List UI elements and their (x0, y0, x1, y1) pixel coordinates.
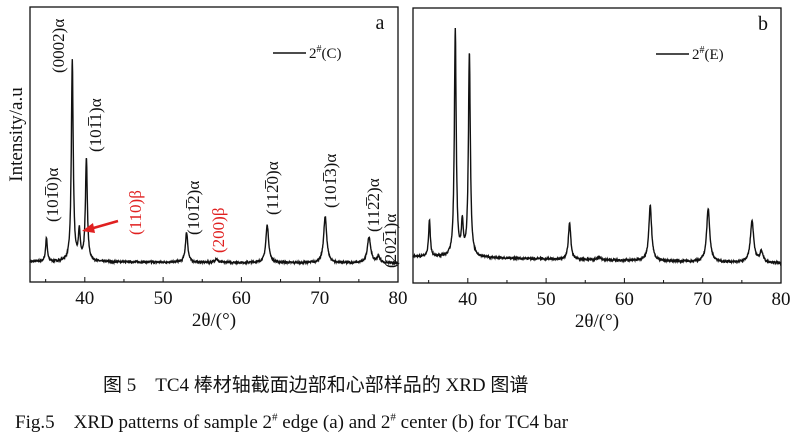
y-axis-label: Intensity/a.u (6, 87, 27, 182)
x-axis-label: 2θ/(°) (575, 311, 619, 332)
x-tick-label: 60 (232, 288, 251, 309)
peak-annotation: (110)β (126, 190, 145, 235)
red-arrow (82, 219, 119, 233)
x-tick-label: 70 (310, 288, 329, 309)
peak-annotation: (101̅1)α (86, 98, 105, 152)
series-line (29, 59, 399, 266)
legend-label: 2#(E) (692, 45, 724, 63)
xrd-figure: 40 50 60 70 80 2θ/(°) Intensity/a.u a 2#(C) (101̅… (6, 6, 791, 332)
caption-chinese: 图 5 TC4 棒材轴截面边部和心部样品的 XRD 图谱 (103, 375, 529, 396)
peak-annotation: (101̅0)α (43, 168, 62, 222)
legend-label: 2#(C) (309, 44, 342, 62)
x-tick-label: 70 (693, 289, 712, 310)
x-tick-label: 50 (154, 288, 173, 309)
x-tick-label: 60 (615, 289, 634, 310)
x-tick-label: 50 (537, 289, 556, 310)
x-tick-label: 80 (772, 289, 791, 310)
caption-english-mid: edge (a) and 2 (277, 412, 391, 433)
caption-english-prefix: Fig.5 XRD patterns of sample 2 (15, 412, 273, 433)
caption-sup-1: # (272, 411, 278, 424)
arrow-shaft (89, 219, 119, 231)
plot-frame (412, 7, 782, 284)
caption-english-suffix: center (b) for TC4 bar (395, 412, 569, 433)
arrow-head (82, 223, 95, 233)
peak-annotation: (112̅0)α (263, 161, 282, 215)
x-tick-label: 40 (458, 289, 477, 310)
x-tick-label: 80 (389, 288, 408, 309)
plot-frame (29, 6, 399, 283)
caption-english: Fig.5 XRD patterns of sample 2# edge (a)… (15, 407, 568, 434)
panel-b: 40 50 60 70 80 2θ/(°) b 2#(E) (412, 7, 791, 332)
peak-annotation: (101̅2)α (184, 181, 203, 235)
series-line (412, 27, 782, 266)
peak-annotation: (112̅2)α (364, 178, 383, 232)
panel-label: a (376, 12, 385, 34)
peak-annotation: (200)β (209, 208, 228, 253)
peak-annotation: (202̅1)α (381, 214, 400, 268)
panel-label: b (758, 13, 768, 35)
x-tick-label: 40 (75, 288, 94, 309)
peak-annotation: (101̅3)α (321, 154, 340, 208)
peak-annotation: (0002)α (49, 19, 68, 73)
caption-sup-2: # (390, 411, 396, 424)
x-axis-label: 2θ/(°) (192, 310, 236, 331)
panel-a: 40 50 60 70 80 2θ/(°) Intensity/a.u a 2#(C) (101̅… (6, 6, 408, 331)
